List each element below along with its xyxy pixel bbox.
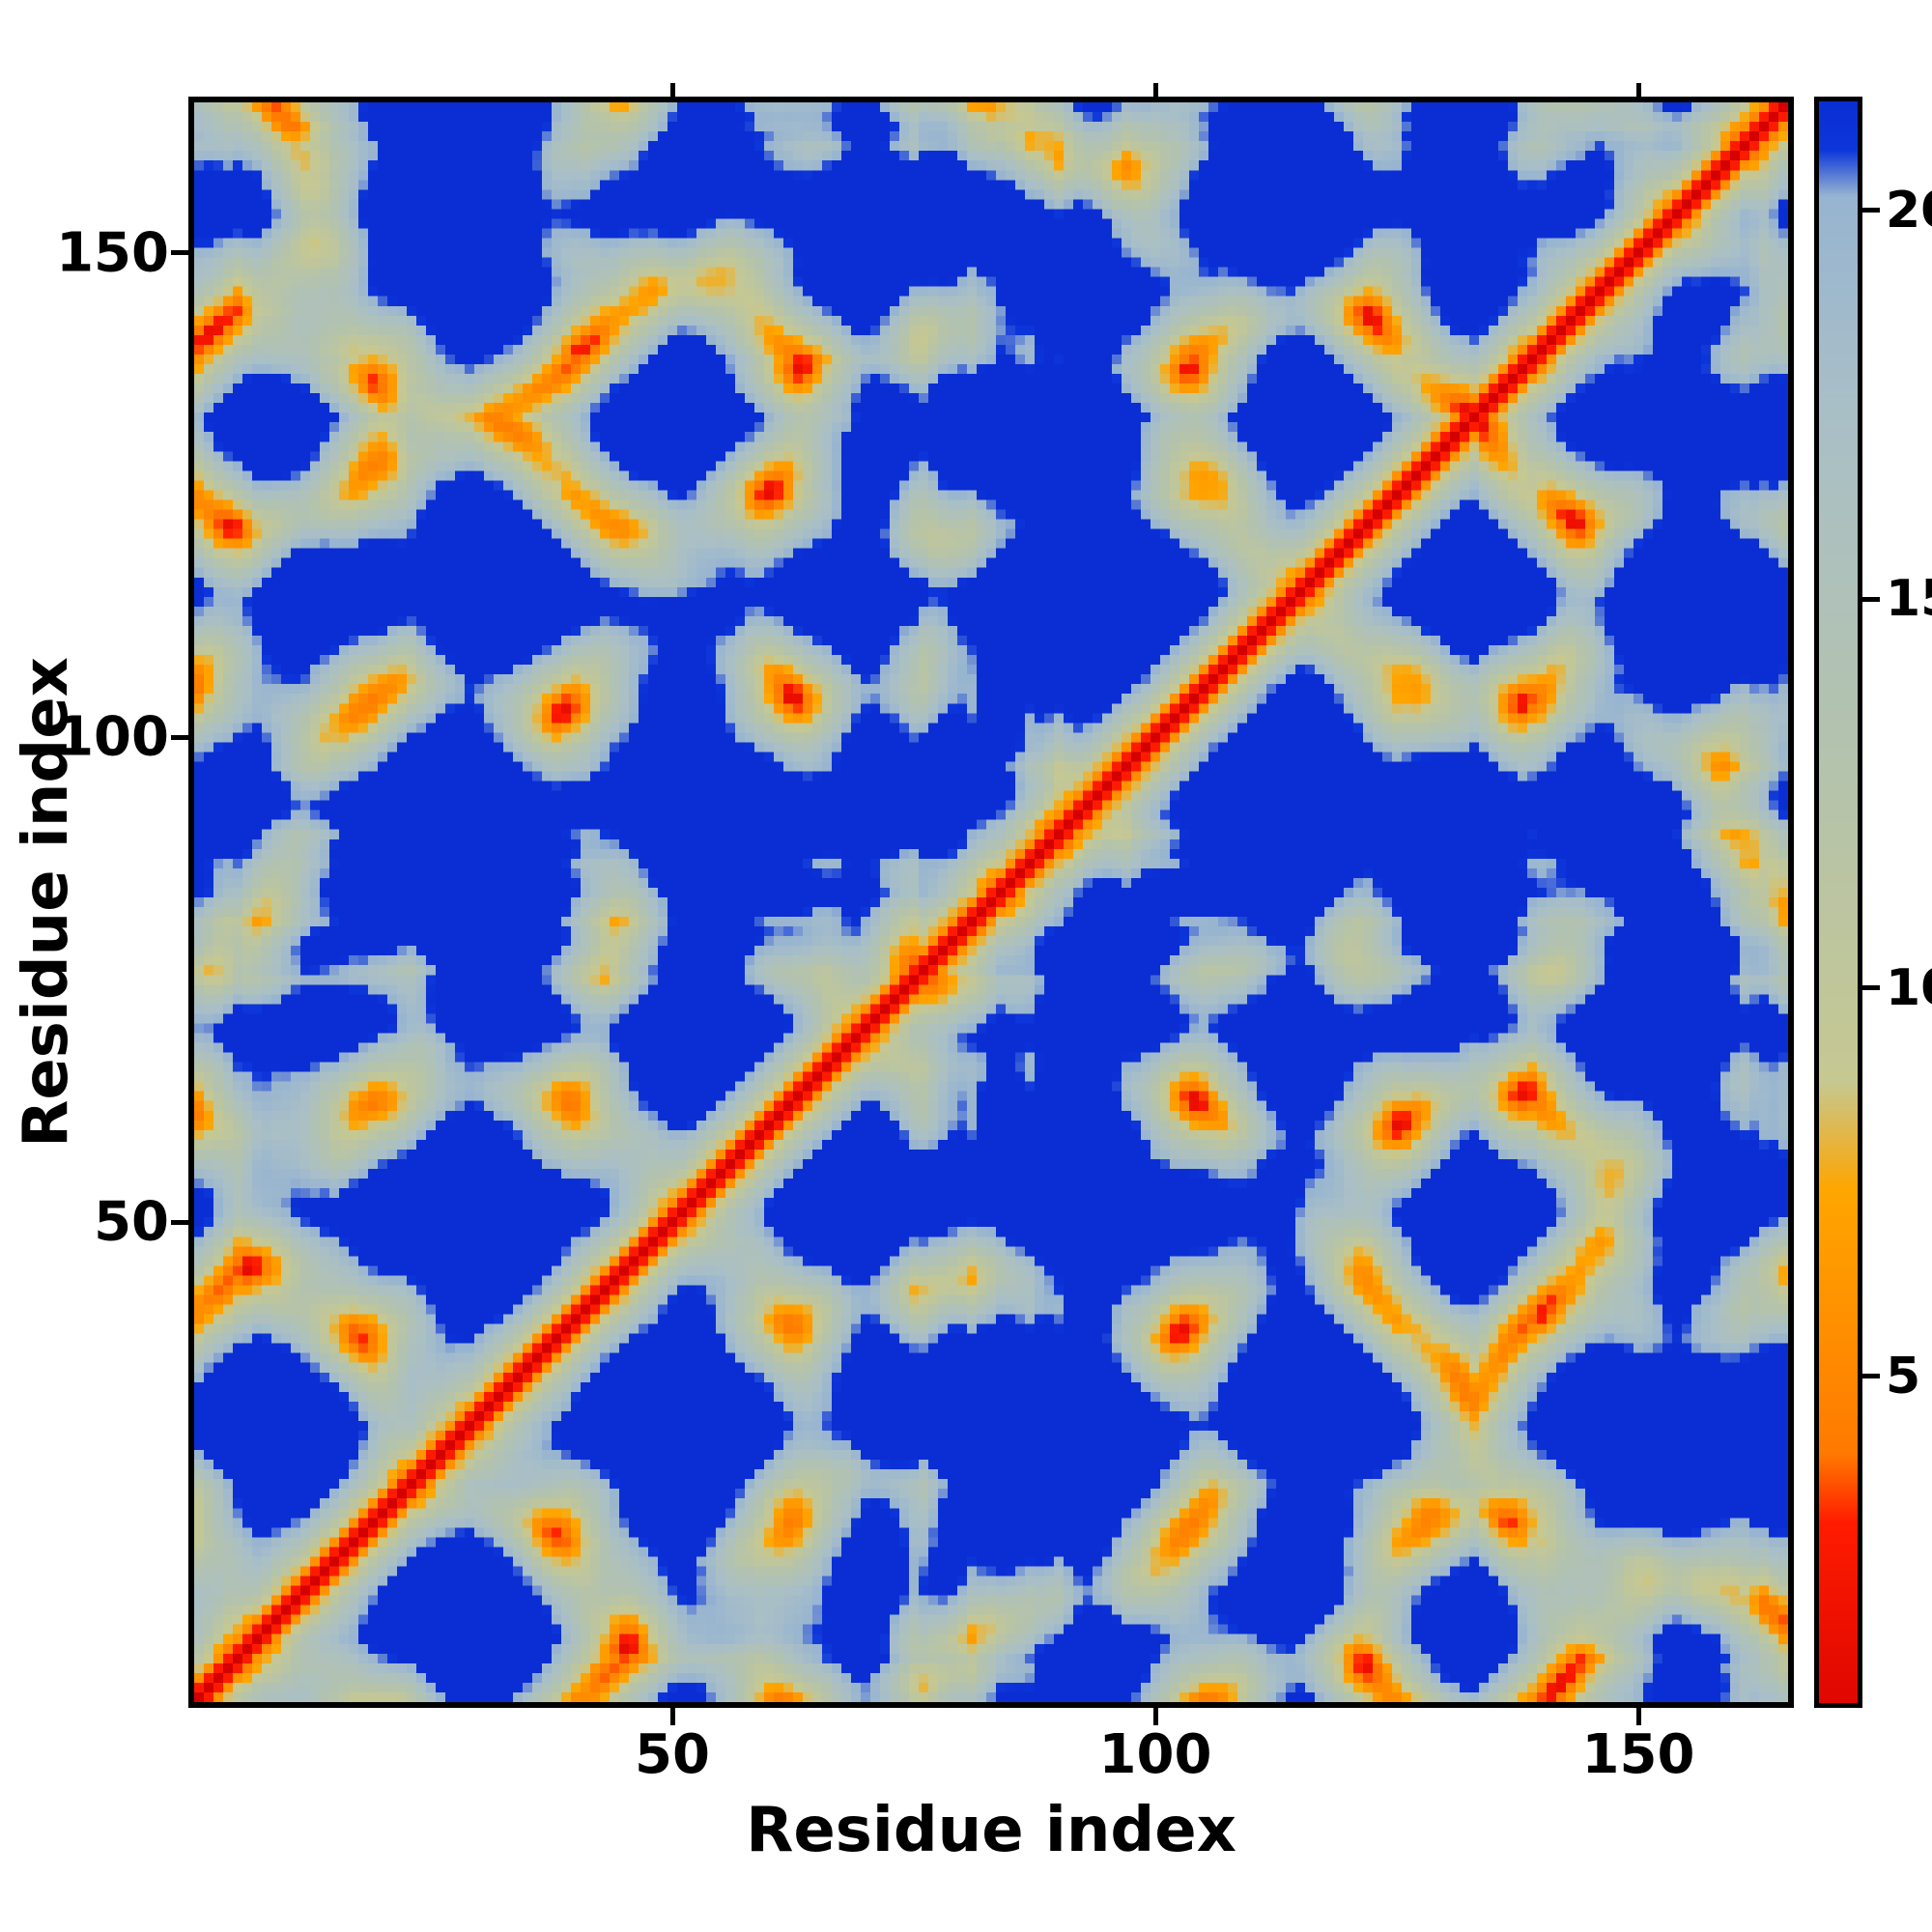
x-tick-label: 50 (635, 1723, 710, 1786)
colorbar-tick-mark (1862, 208, 1880, 213)
y-tick-label: 50 (94, 1190, 169, 1254)
heatmap-canvas (194, 102, 1788, 1702)
x-top-tick-mark (1152, 83, 1158, 97)
x-top-tick-mark (1635, 83, 1641, 97)
y-tick-mark (171, 1219, 188, 1225)
y-tick-mark (171, 250, 188, 256)
colorbar-tick-mark (1862, 596, 1880, 602)
x-tick-mark (1635, 1708, 1641, 1725)
colorbar-tick-label: 20 (1886, 181, 1932, 240)
colorbar-canvas (1819, 101, 1858, 1703)
plot-area (188, 97, 1794, 1708)
colorbar (1814, 97, 1862, 1708)
x-tick-label: 100 (1098, 1723, 1212, 1786)
y-tick-label: 100 (56, 705, 169, 769)
x-tick-mark (1152, 1708, 1158, 1725)
colorbar-tick-label: 15 (1886, 570, 1932, 629)
x-tick-label: 150 (1581, 1723, 1695, 1786)
y-tick-label: 150 (56, 221, 169, 285)
y-tick-mark (171, 734, 188, 740)
colorbar-tick-mark (1862, 1374, 1880, 1379)
colorbar-tick-label: 10 (1886, 958, 1932, 1017)
x-axis-label: Residue index (746, 1795, 1236, 1866)
colorbar-tick-label: 5 (1886, 1347, 1921, 1406)
x-tick-mark (669, 1708, 675, 1725)
x-top-tick-mark (669, 83, 675, 97)
colorbar-tick-mark (1862, 985, 1880, 991)
